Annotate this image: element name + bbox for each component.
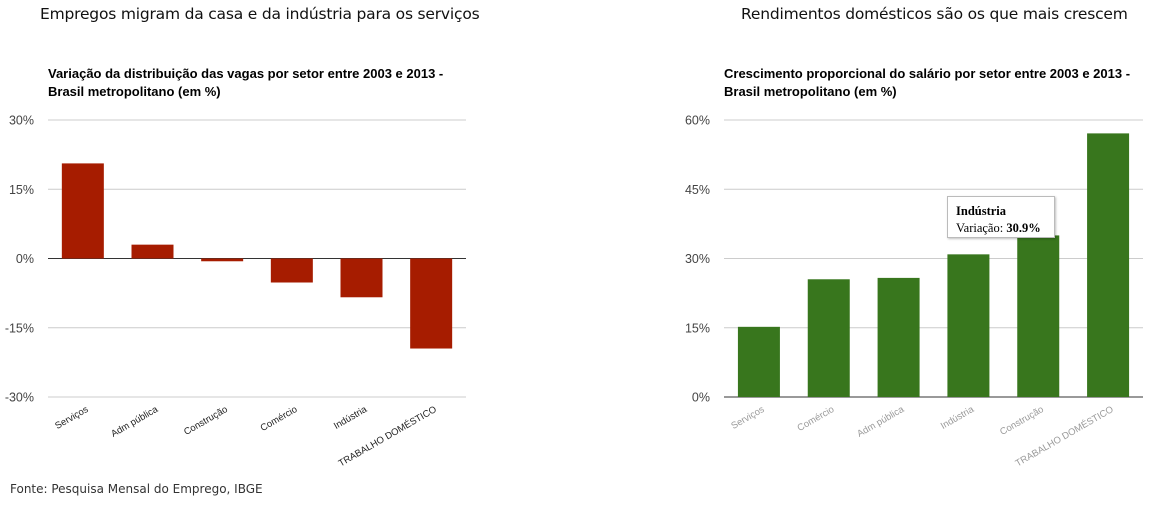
- bar[interactable]: [61, 163, 104, 259]
- y-tick-label: 15%: [685, 321, 710, 335]
- bar[interactable]: [270, 258, 313, 283]
- x-tick-label: Construção: [998, 404, 1046, 438]
- x-tick-label: Indústria: [939, 404, 977, 432]
- bar[interactable]: [340, 258, 383, 298]
- y-tick-label: -30%: [5, 391, 34, 405]
- right-chart-title: Crescimento proporcional do salário por …: [724, 66, 1131, 99]
- y-tick-label: 0%: [16, 252, 34, 266]
- y-tick-label: 15%: [9, 183, 34, 197]
- bar[interactable]: [1017, 235, 1060, 397]
- bar[interactable]: [1087, 133, 1130, 397]
- left-chart-title: Variação da distribuição das vagas por s…: [48, 66, 444, 99]
- tooltip-value: 30.9%: [1006, 221, 1041, 235]
- bar[interactable]: [131, 244, 174, 259]
- source-note: Fonte: Pesquisa Mensal do Emprego, IBGE: [10, 482, 263, 496]
- x-tick-label: Comércio: [796, 404, 837, 434]
- bar-tooltip: Indústria Variação: 30.9%: [947, 196, 1055, 238]
- x-tick-label: Serviços: [729, 404, 766, 432]
- y-tick-label: 30%: [9, 114, 34, 128]
- y-tick-label: 0%: [692, 391, 710, 405]
- left-headline: Empregos migram da casa e da indústria p…: [40, 5, 480, 23]
- bar[interactable]: [947, 254, 990, 397]
- y-tick-label: 60%: [685, 114, 710, 128]
- y-tick-label: -15%: [5, 321, 34, 335]
- tooltip-title: Indústria: [956, 204, 1007, 218]
- x-tick-label: Adm pública: [855, 404, 906, 440]
- bar[interactable]: [807, 279, 850, 397]
- y-tick-label: 30%: [685, 252, 710, 266]
- y-tick-label: 45%: [685, 183, 710, 197]
- bar[interactable]: [877, 277, 920, 397]
- tooltip-label: Variação:: [956, 221, 1007, 235]
- bar[interactable]: [201, 258, 244, 262]
- bar[interactable]: [410, 258, 453, 349]
- right-headline: Rendimentos domésticos são os que mais c…: [741, 5, 1128, 23]
- bar[interactable]: [737, 326, 780, 397]
